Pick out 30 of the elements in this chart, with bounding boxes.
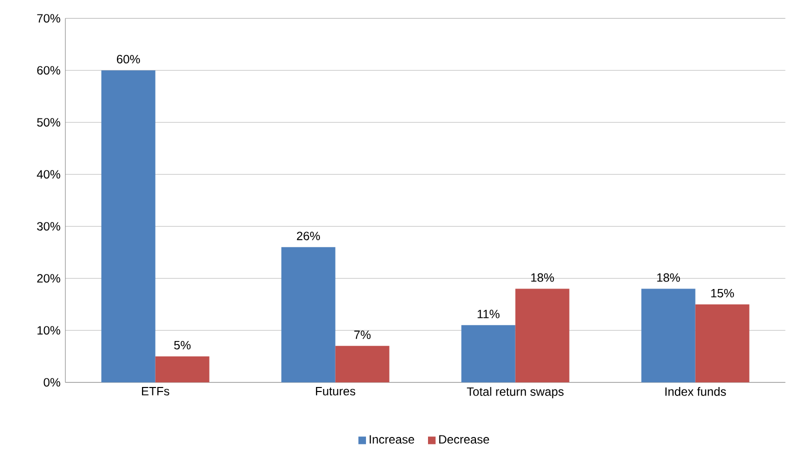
data-label: 60% — [116, 54, 140, 64]
y-tick-label: 50% — [37, 118, 60, 127]
y-tick-label: 40% — [36, 170, 60, 179]
bar — [335, 346, 390, 382]
legend-label: Decrease — [439, 435, 490, 444]
y-tick-label: 70% — [37, 14, 60, 23]
bar — [155, 356, 210, 382]
bar — [461, 325, 516, 382]
data-label: 18% — [531, 273, 554, 282]
y-tick-label: 60% — [37, 66, 60, 75]
x-tick-label: Total return swaps — [466, 387, 564, 398]
data-label: 11% — [478, 310, 500, 318]
x-tick-label: Futures — [316, 387, 356, 396]
bar — [101, 70, 156, 382]
bar — [695, 304, 750, 382]
data-label: 18% — [657, 273, 680, 282]
x-tick-label: ETFs — [142, 387, 170, 396]
data-label: 5% — [174, 340, 191, 350]
y-tick-label: 10% — [38, 326, 60, 335]
y-tick-label: 0% — [44, 378, 60, 387]
legend-label: Increase — [370, 435, 414, 444]
y-tick-label: 20% — [37, 274, 60, 283]
data-label: 7% — [354, 330, 371, 339]
bar — [281, 247, 336, 382]
y-tick-label: 30% — [37, 222, 60, 231]
bar — [515, 288, 570, 382]
x-tick-label: Index funds — [665, 387, 726, 396]
data-label: 26% — [296, 232, 320, 240]
bar — [641, 288, 696, 382]
data-label: 15% — [711, 288, 734, 298]
